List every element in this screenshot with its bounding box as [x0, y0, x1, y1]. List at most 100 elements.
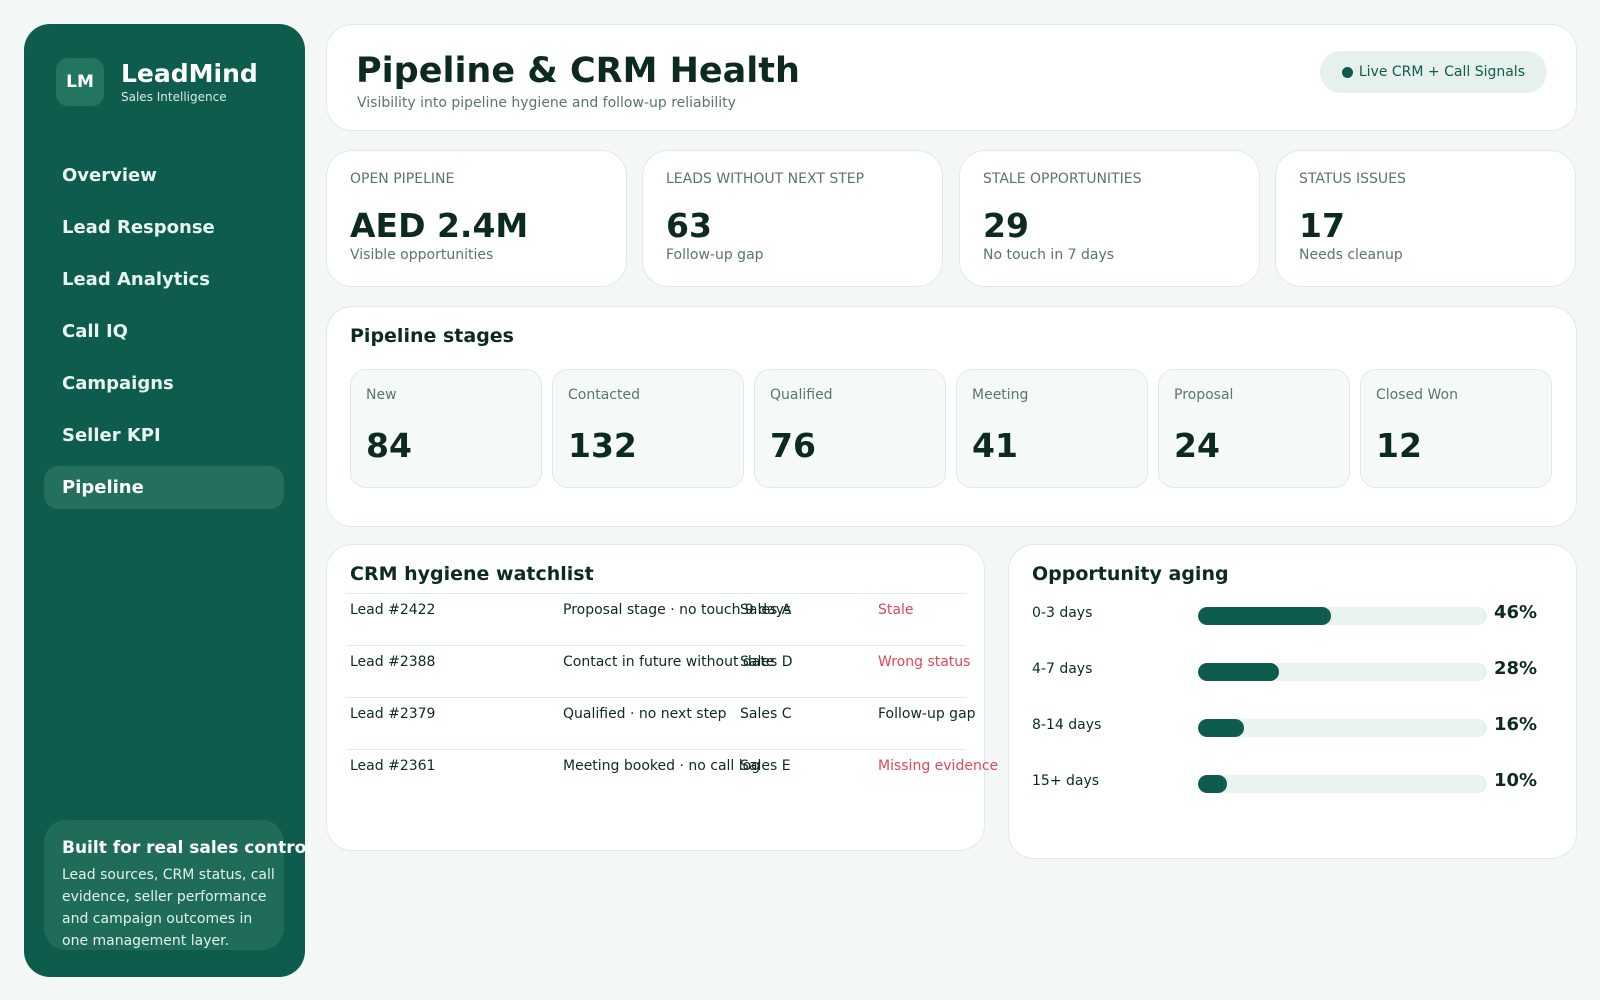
status-label: Stale [878, 602, 914, 618]
kpi-card-leads-without-next-step: LEADS WITHOUT NEXT STEP 63 Follow-up gap [642, 150, 943, 287]
stage-label: Closed Won [1376, 387, 1458, 403]
stage-card-closed-won[interactable]: Closed Won 12 [1360, 369, 1552, 488]
kpi-card-status-issues: STATUS ISSUES 17 Needs cleanup [1275, 150, 1576, 287]
kpi-value: 29 [983, 206, 1029, 245]
aging-bar-track [1198, 719, 1487, 737]
page-subtitle: Visibility into pipeline hygiene and fol… [357, 95, 736, 111]
stage-card-new[interactable]: New 84 [350, 369, 542, 488]
page-title: Pipeline & CRM Health [356, 51, 800, 91]
brand-logo: LM [56, 58, 104, 106]
section-title: Pipeline stages [350, 325, 514, 347]
stage-card-contacted[interactable]: Contacted 132 [552, 369, 744, 488]
issue-text: Proposal stage · no touch 9 days [563, 602, 792, 618]
kpi-note: Visible opportunities [350, 247, 494, 263]
stage-label: New [366, 387, 397, 403]
sidebar-item-lead-response[interactable]: Lead Response [62, 217, 215, 238]
table-row[interactable]: Lead #2422 Proposal stage · no touch 9 d… [346, 593, 966, 645]
aging-bar-fill [1198, 719, 1245, 737]
kpi-label: STATUS ISSUES [1299, 171, 1406, 187]
sidebar-nav: Overview Lead Response Lead Analytics Ca… [44, 154, 284, 518]
live-status-label: Live CRM + Call Signals [1358, 64, 1525, 80]
kpi-value: AED 2.4M [350, 206, 529, 245]
brand[interactable]: LM LeadMind Sales Intelligence [56, 58, 258, 106]
aging-bar-fill [1198, 663, 1279, 681]
opportunity-aging-panel: Opportunity aging 0-3 days 46% 4-7 days … [1008, 544, 1577, 859]
aging-row: 15+ days 10% [1032, 770, 1552, 793]
stage-value: 76 [770, 426, 816, 465]
issue-text: Contact in future without date [563, 654, 775, 670]
stage-value: 12 [1376, 426, 1422, 465]
aging-percent: 46% [1494, 602, 1538, 623]
stage-value: 24 [1174, 426, 1220, 465]
sidebar-item-overview[interactable]: Overview [62, 165, 157, 186]
kpi-label: STALE OPPORTUNITIES [983, 171, 1142, 187]
promo-title: Built for real sales control [62, 838, 313, 858]
kpi-note: No touch in 7 days [983, 247, 1115, 263]
sidebar-item-call-iq[interactable]: Call IQ [62, 321, 128, 342]
brand-name: LeadMind [121, 59, 258, 88]
aging-bar-fill [1198, 607, 1331, 625]
kpi-label: OPEN PIPELINE [350, 171, 455, 187]
stage-label: Qualified [770, 387, 833, 403]
owner: Sales A [740, 602, 792, 618]
brand-subtitle: Sales Intelligence [121, 90, 227, 104]
kpi-note: Needs cleanup [1299, 247, 1403, 263]
promo-card: Built for real sales control Lead source… [44, 820, 313, 950]
status-label: Missing evidence [878, 758, 999, 774]
table-row[interactable]: Lead #2388 Contact in future without dat… [346, 645, 970, 697]
stage-card-qualified[interactable]: Qualified 76 [754, 369, 946, 488]
lead-id[interactable]: Lead #2379 [350, 706, 436, 722]
live-status-badge: Live CRM + Call Signals [1319, 51, 1547, 93]
stage-card-proposal[interactable]: Proposal 24 [1158, 369, 1350, 488]
aging-row: 8-14 days 16% [1032, 714, 1552, 737]
table-row[interactable]: Lead #2379 Qualified · no next step Sale… [346, 697, 976, 749]
sidebar-item-pipeline[interactable]: Pipeline [44, 466, 284, 509]
status-label: Wrong status [878, 654, 971, 670]
aging-label: 4-7 days [1032, 661, 1093, 677]
section-title: Opportunity aging [1032, 563, 1229, 585]
stage-value: 84 [366, 426, 412, 465]
aging-bar-track [1198, 775, 1487, 793]
aging-percent: 10% [1494, 770, 1538, 791]
issue-text: Meeting booked · no call log [563, 758, 761, 774]
stage-label: Contacted [568, 387, 640, 403]
crm-hygiene-watchlist: CRM hygiene watchlist Lead #2422 Proposa… [326, 544, 998, 851]
sidebar-item-campaigns[interactable]: Campaigns [62, 373, 174, 394]
sidebar: LM LeadMind Sales Intelligence Overview … [24, 24, 313, 977]
issue-text: Qualified · no next step [563, 706, 727, 722]
kpi-value: 63 [666, 206, 712, 245]
page-header: Pipeline & CRM Health Visibility into pi… [326, 24, 1577, 131]
section-title: CRM hygiene watchlist [350, 563, 594, 585]
aging-row: 0-3 days 46% [1032, 602, 1552, 625]
owner: Sales D [740, 654, 793, 670]
live-dot-icon [1341, 66, 1353, 78]
aging-bar-track [1198, 607, 1487, 625]
stage-label: Meeting [972, 387, 1029, 403]
aging-label: 15+ days [1032, 773, 1100, 789]
stage-value: 41 [972, 426, 1018, 465]
sidebar-item-seller-kpi[interactable]: Seller KPI [62, 425, 161, 446]
kpi-note: Follow-up gap [666, 247, 764, 263]
aging-percent: 28% [1494, 658, 1538, 679]
aging-label: 8-14 days [1032, 717, 1102, 733]
kpi-value: 17 [1299, 206, 1345, 245]
kpi-label: LEADS WITHOUT NEXT STEP [666, 171, 865, 187]
status-label: Follow-up gap [878, 706, 976, 722]
kpi-card-stale-opportunities: STALE OPPORTUNITIES 29 No touch in 7 day… [959, 150, 1260, 287]
aging-row: 4-7 days 28% [1032, 658, 1552, 681]
lead-id[interactable]: Lead #2388 [350, 654, 436, 670]
aging-label: 0-3 days [1032, 605, 1093, 621]
sidebar-item-lead-analytics[interactable]: Lead Analytics [62, 269, 210, 290]
lead-id[interactable]: Lead #2361 [350, 758, 436, 774]
owner: Sales E [740, 758, 791, 774]
kpi-card-open-pipeline: OPEN PIPELINE AED 2.4M Visible opportuni… [326, 150, 627, 287]
stage-card-meeting[interactable]: Meeting 41 [956, 369, 1148, 488]
lead-id[interactable]: Lead #2422 [350, 602, 436, 618]
stage-label: Proposal [1174, 387, 1234, 403]
table-row[interactable]: Lead #2361 Meeting booked · no call log … [346, 749, 998, 801]
aging-bar-track [1198, 663, 1487, 681]
promo-text: Lead sources, CRM status, call evidence,… [62, 867, 275, 949]
stage-value: 132 [568, 426, 637, 465]
aging-percent: 16% [1494, 714, 1538, 735]
owner: Sales C [740, 706, 792, 722]
